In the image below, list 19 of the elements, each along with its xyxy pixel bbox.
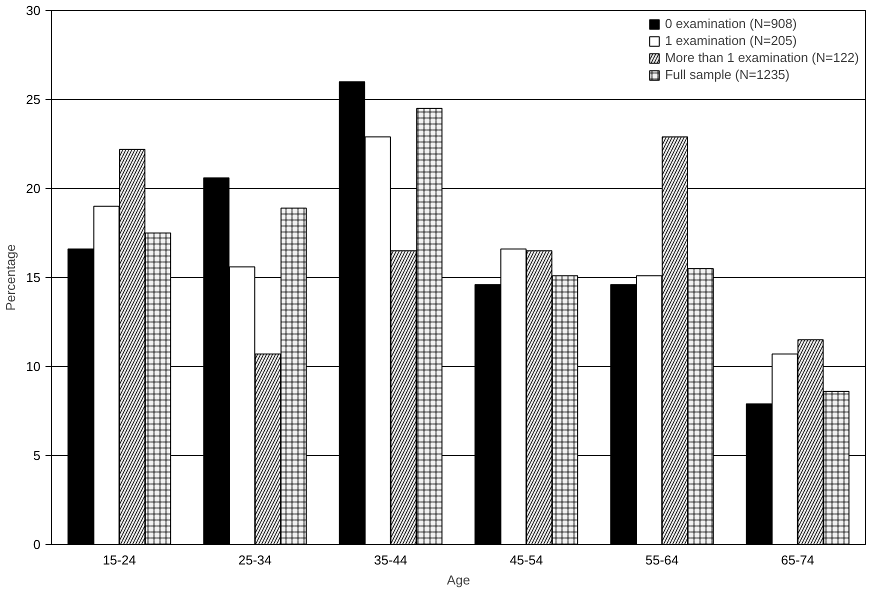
legend-label: 1 examination (N=205) <box>664 33 797 48</box>
legend-label: 0 examination (N=908) <box>664 16 797 31</box>
y-tick-label: 10 <box>26 359 41 374</box>
y-axis-title: Percentage <box>3 244 18 311</box>
x-tick-label: 35-44 <box>374 552 408 568</box>
x-tick-label: 65-74 <box>781 552 814 568</box>
y-tick-label: 30 <box>26 3 41 18</box>
y-tick-label: 25 <box>26 92 41 107</box>
x-tick-label: 15-24 <box>102 552 136 568</box>
y-tick-label: 0 <box>33 537 41 552</box>
y-tick-label: 15 <box>26 270 41 285</box>
legend-label: More than 1 examination (N=122) <box>664 50 859 65</box>
y-tick-label: 5 <box>33 448 41 463</box>
x-tick-label: 45-54 <box>510 552 543 568</box>
y-tick-label: 20 <box>26 181 41 196</box>
legend-label: Full sample (N=1235) <box>664 67 790 82</box>
x-tick-label: 55-64 <box>645 552 679 568</box>
x-tick-label: 25-34 <box>238 552 272 568</box>
x-axis-title: Age <box>446 572 470 588</box>
